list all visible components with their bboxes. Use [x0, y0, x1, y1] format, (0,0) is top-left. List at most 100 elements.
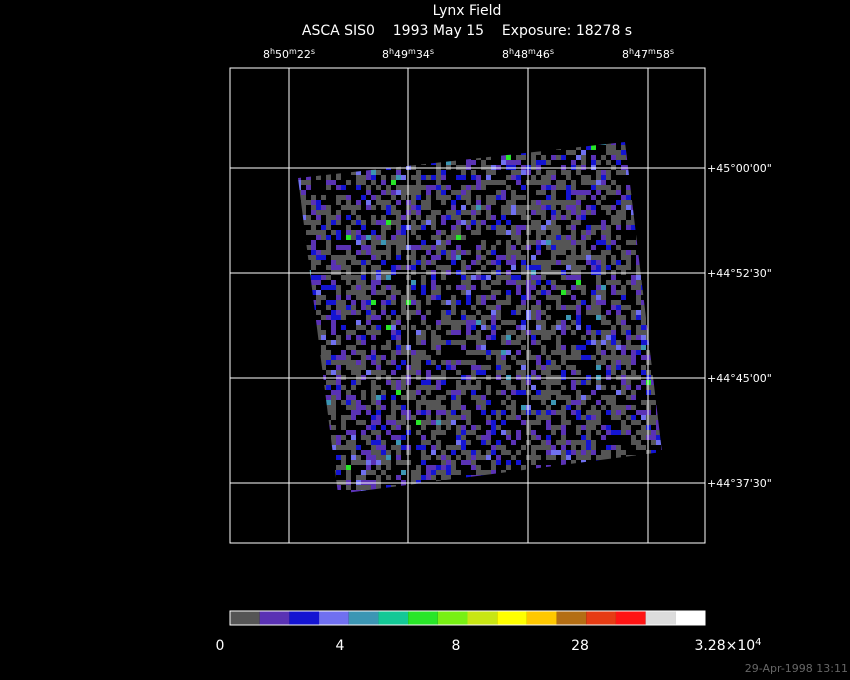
pixel — [421, 440, 426, 445]
pixel — [576, 425, 581, 430]
pixel — [396, 290, 401, 295]
pixel — [386, 475, 391, 480]
pixel — [551, 175, 556, 180]
pixel — [521, 365, 526, 370]
pixel — [316, 310, 321, 315]
pixel — [436, 470, 441, 475]
pixel — [571, 150, 576, 155]
pixel — [336, 185, 341, 190]
pixel — [506, 340, 511, 345]
pixel — [386, 380, 391, 385]
pixel — [601, 330, 606, 335]
pixel — [331, 370, 336, 375]
pixel — [516, 290, 521, 295]
pixel — [501, 390, 506, 395]
pixel — [521, 260, 526, 265]
pixel — [606, 445, 611, 450]
pixel — [466, 325, 471, 330]
pixel — [566, 215, 571, 220]
pixel — [516, 235, 521, 240]
pixel — [531, 370, 536, 375]
pixel — [601, 435, 606, 440]
pixel — [551, 380, 556, 385]
pixel — [341, 255, 346, 260]
pixel — [581, 160, 586, 165]
pixel — [611, 335, 616, 340]
pixel — [461, 320, 466, 325]
pixel — [361, 235, 366, 240]
pixel — [561, 355, 566, 360]
pixel — [556, 210, 561, 215]
pixel — [506, 230, 511, 235]
pixel — [321, 205, 326, 210]
pixel — [546, 425, 551, 430]
pixel — [431, 400, 436, 405]
pixel — [591, 305, 596, 310]
pixel — [331, 265, 336, 270]
pixel — [481, 340, 486, 345]
pixel — [596, 180, 601, 185]
pixel — [316, 200, 321, 205]
pixel — [606, 250, 611, 255]
pixel — [551, 285, 556, 290]
pixel — [581, 215, 586, 220]
pixel — [376, 220, 381, 225]
pixel — [481, 455, 486, 460]
pixel — [541, 160, 546, 165]
pixel — [516, 340, 521, 345]
pixel — [361, 435, 366, 440]
pixel — [541, 265, 546, 270]
pixel — [581, 440, 586, 445]
pixel — [531, 310, 536, 315]
pixel — [426, 400, 431, 405]
pixel — [411, 325, 416, 330]
pixel — [566, 200, 571, 205]
pixel — [541, 210, 546, 215]
pixel — [506, 290, 511, 295]
pixel — [566, 420, 571, 425]
pixel — [576, 145, 581, 150]
pixel — [491, 425, 496, 430]
pixel — [506, 260, 511, 265]
pixel — [461, 275, 466, 280]
pixel — [521, 195, 526, 200]
pixel — [336, 370, 341, 375]
pixel — [416, 385, 421, 390]
pixel — [571, 410, 576, 415]
ra-label-part: 8 — [263, 48, 270, 61]
pixel — [386, 205, 391, 210]
pixel — [466, 210, 471, 215]
pixel — [566, 355, 571, 360]
pixel — [601, 255, 606, 260]
pixel — [546, 280, 551, 285]
pixel — [531, 280, 536, 285]
pixel — [371, 470, 376, 475]
pixel — [346, 250, 351, 255]
pixel — [441, 230, 446, 235]
pixel — [606, 190, 611, 195]
pixel — [516, 275, 521, 280]
pixel — [361, 295, 366, 300]
pixel — [321, 225, 326, 230]
pixel — [521, 280, 526, 285]
pixel — [506, 405, 511, 410]
pixel — [466, 295, 471, 300]
pixel — [581, 445, 586, 450]
pixel — [446, 340, 451, 345]
pixel — [546, 200, 551, 205]
pixel — [556, 215, 561, 220]
pixel — [616, 310, 621, 315]
pixel — [396, 435, 401, 440]
pixel — [496, 360, 501, 365]
pixel — [356, 275, 361, 280]
pixel — [411, 470, 416, 475]
pixel — [356, 380, 361, 385]
pixel — [331, 315, 336, 320]
pixel — [431, 340, 436, 345]
pixel — [616, 405, 621, 410]
pixel — [631, 220, 636, 225]
pixel — [561, 275, 566, 280]
pixel — [511, 455, 516, 460]
pixel — [486, 430, 491, 435]
pixel — [591, 405, 596, 410]
